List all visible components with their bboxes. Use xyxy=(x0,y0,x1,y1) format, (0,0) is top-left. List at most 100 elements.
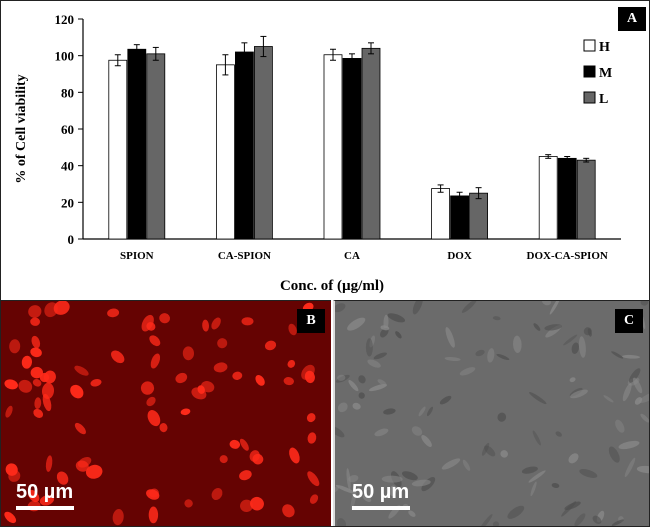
cell xyxy=(369,335,375,348)
nucleus xyxy=(307,432,317,444)
cell xyxy=(373,352,387,360)
nucleus xyxy=(141,314,154,332)
legend-swatch xyxy=(583,65,596,78)
cell xyxy=(335,374,350,383)
nucleus xyxy=(41,382,55,399)
fluorescent-cells xyxy=(1,301,331,526)
cell xyxy=(461,301,477,313)
nucleus xyxy=(112,509,124,526)
cell xyxy=(521,466,538,474)
cell xyxy=(481,442,490,456)
bar xyxy=(538,156,558,240)
bar xyxy=(146,53,166,240)
y-tick-label: 40 xyxy=(61,159,74,174)
cell xyxy=(638,391,649,404)
nucleus xyxy=(184,499,193,508)
nucleus xyxy=(4,511,17,524)
cell xyxy=(475,349,485,357)
y-tick-label: 120 xyxy=(55,12,75,27)
y-tick-label: 0 xyxy=(68,232,75,247)
nucleus xyxy=(211,487,223,501)
cell xyxy=(389,485,397,497)
x-tick-label: SPION xyxy=(120,250,154,262)
cell xyxy=(569,377,576,383)
background-glow xyxy=(1,301,331,526)
nucleus xyxy=(289,447,300,464)
cell xyxy=(563,334,578,346)
nucleus xyxy=(43,370,56,384)
nucleus xyxy=(217,338,228,349)
cell xyxy=(530,481,537,497)
legend-label: L xyxy=(599,92,608,107)
nucleus xyxy=(77,456,92,468)
nucleus xyxy=(30,347,42,358)
nucleus xyxy=(264,340,277,351)
nucleus xyxy=(111,350,125,364)
cell xyxy=(507,505,525,519)
cell xyxy=(462,459,471,471)
bar xyxy=(557,157,577,240)
cell xyxy=(622,383,632,402)
cell xyxy=(479,514,493,526)
nucleus xyxy=(229,439,241,449)
scale-bar-label-b: 50 µm xyxy=(16,481,74,503)
bar xyxy=(361,47,381,240)
nucleus xyxy=(200,381,215,393)
cell xyxy=(362,495,372,502)
cell xyxy=(459,367,476,376)
nucleus xyxy=(159,313,170,324)
cell xyxy=(374,428,389,437)
cell xyxy=(348,474,359,483)
nucleus xyxy=(21,355,33,369)
cell xyxy=(544,324,563,331)
cell xyxy=(533,323,541,331)
cell xyxy=(624,457,636,478)
cell xyxy=(411,479,431,487)
nucleus xyxy=(309,494,319,504)
cell xyxy=(561,501,577,517)
legend-label: M xyxy=(599,66,612,81)
nucleus xyxy=(107,308,120,318)
cell xyxy=(632,377,643,394)
nucleus xyxy=(211,317,221,330)
cell xyxy=(336,518,347,526)
nucleus xyxy=(159,423,168,433)
bar xyxy=(323,54,343,240)
nucleus xyxy=(250,496,264,511)
x-tick-label: DOX-CA-SPION xyxy=(527,250,608,262)
scale-bar-label-c: 50 µm xyxy=(352,481,410,503)
y-tick-label: 100 xyxy=(55,49,75,64)
nucleus xyxy=(8,470,21,482)
bar xyxy=(469,192,489,240)
nucleus xyxy=(287,359,296,368)
cell xyxy=(618,440,640,450)
bar xyxy=(127,48,147,240)
bar-chart: 0 20 40 60 80 100 120 % of Cell viability SPION C… xyxy=(14,12,621,294)
y-tick-label: 60 xyxy=(61,122,74,137)
x-axis-title: Conc. of (µg/ml) xyxy=(280,278,384,294)
legend-label: H xyxy=(599,40,610,55)
cell xyxy=(636,465,649,474)
nucleus xyxy=(175,372,188,384)
nucleus xyxy=(249,450,260,462)
nucleus xyxy=(282,504,295,518)
cell xyxy=(426,406,434,417)
nucleus xyxy=(301,364,315,380)
cell xyxy=(487,348,495,363)
nucleus xyxy=(34,397,42,410)
legend-swatch xyxy=(583,39,596,52)
cell xyxy=(335,425,345,438)
cell xyxy=(348,380,359,392)
bar xyxy=(253,46,273,240)
cell xyxy=(587,328,592,337)
cell xyxy=(528,470,546,483)
cell xyxy=(532,430,541,446)
cell xyxy=(444,356,461,362)
nucleus xyxy=(18,379,33,393)
nucleus xyxy=(140,381,155,395)
x-tick-label: CA-SPION xyxy=(218,250,271,262)
brightfield-cells xyxy=(335,301,649,526)
cell xyxy=(352,402,361,410)
cell xyxy=(484,445,496,457)
cell xyxy=(418,406,426,417)
